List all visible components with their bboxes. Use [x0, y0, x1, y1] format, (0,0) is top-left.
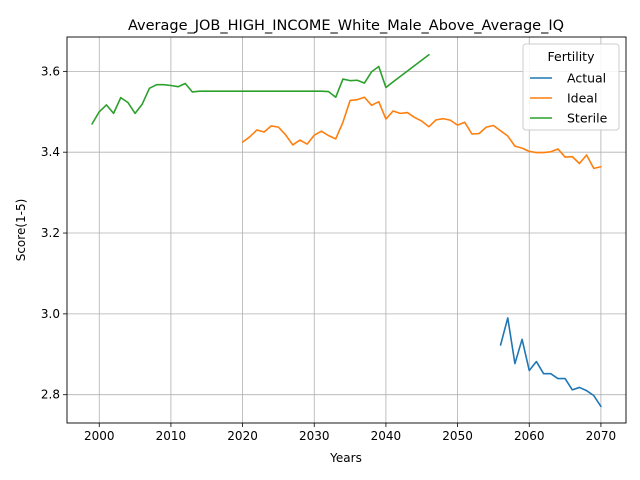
- legend-label-actual: Actual: [567, 71, 606, 86]
- x-tick-label: 2020: [227, 429, 258, 443]
- x-tick-label: 2010: [156, 429, 187, 443]
- y-axis-label: Score(1-5): [14, 199, 28, 262]
- legend-title: Fertility: [548, 49, 596, 64]
- y-tick-label: 3.6: [41, 64, 60, 78]
- series-line-actual: [499, 317, 602, 408]
- x-tick-label: 2040: [371, 429, 402, 443]
- plot-frame: [66, 36, 627, 424]
- x-axis-label: Years: [329, 451, 362, 465]
- y-tick-label: 3.4: [41, 145, 60, 159]
- axis-ticks: 2000 2010 2020 2030 2040 2050 2060 2070 2.8 3.0 3.…: [41, 64, 616, 443]
- series-layer: [91, 53, 602, 408]
- x-tick-label: 2050: [442, 429, 473, 443]
- x-tick-label: 2070: [586, 429, 617, 443]
- y-tick-label: 3.0: [41, 307, 60, 321]
- y-tick-label: 2.8: [41, 388, 60, 402]
- x-tick-label: 2000: [84, 429, 115, 443]
- legend-label-ideal: Ideal: [567, 91, 597, 106]
- y-tick-label: 3.2: [41, 226, 60, 240]
- series-line-ideal: [241, 96, 602, 170]
- legend-entries: Actual Ideal Sterile: [530, 71, 608, 126]
- legend-box: [522, 43, 620, 131]
- series-line-sterile: [91, 53, 430, 125]
- chart-title: Average_JOB_HIGH_INCOME_White_Male_Above…: [128, 18, 564, 34]
- x-tick-label: 2030: [299, 429, 330, 443]
- legend-label-sterile: Sterile: [567, 111, 608, 126]
- x-tick-label: 2060: [514, 429, 545, 443]
- legend: Fertility Actual Ideal Sterile: [522, 43, 620, 131]
